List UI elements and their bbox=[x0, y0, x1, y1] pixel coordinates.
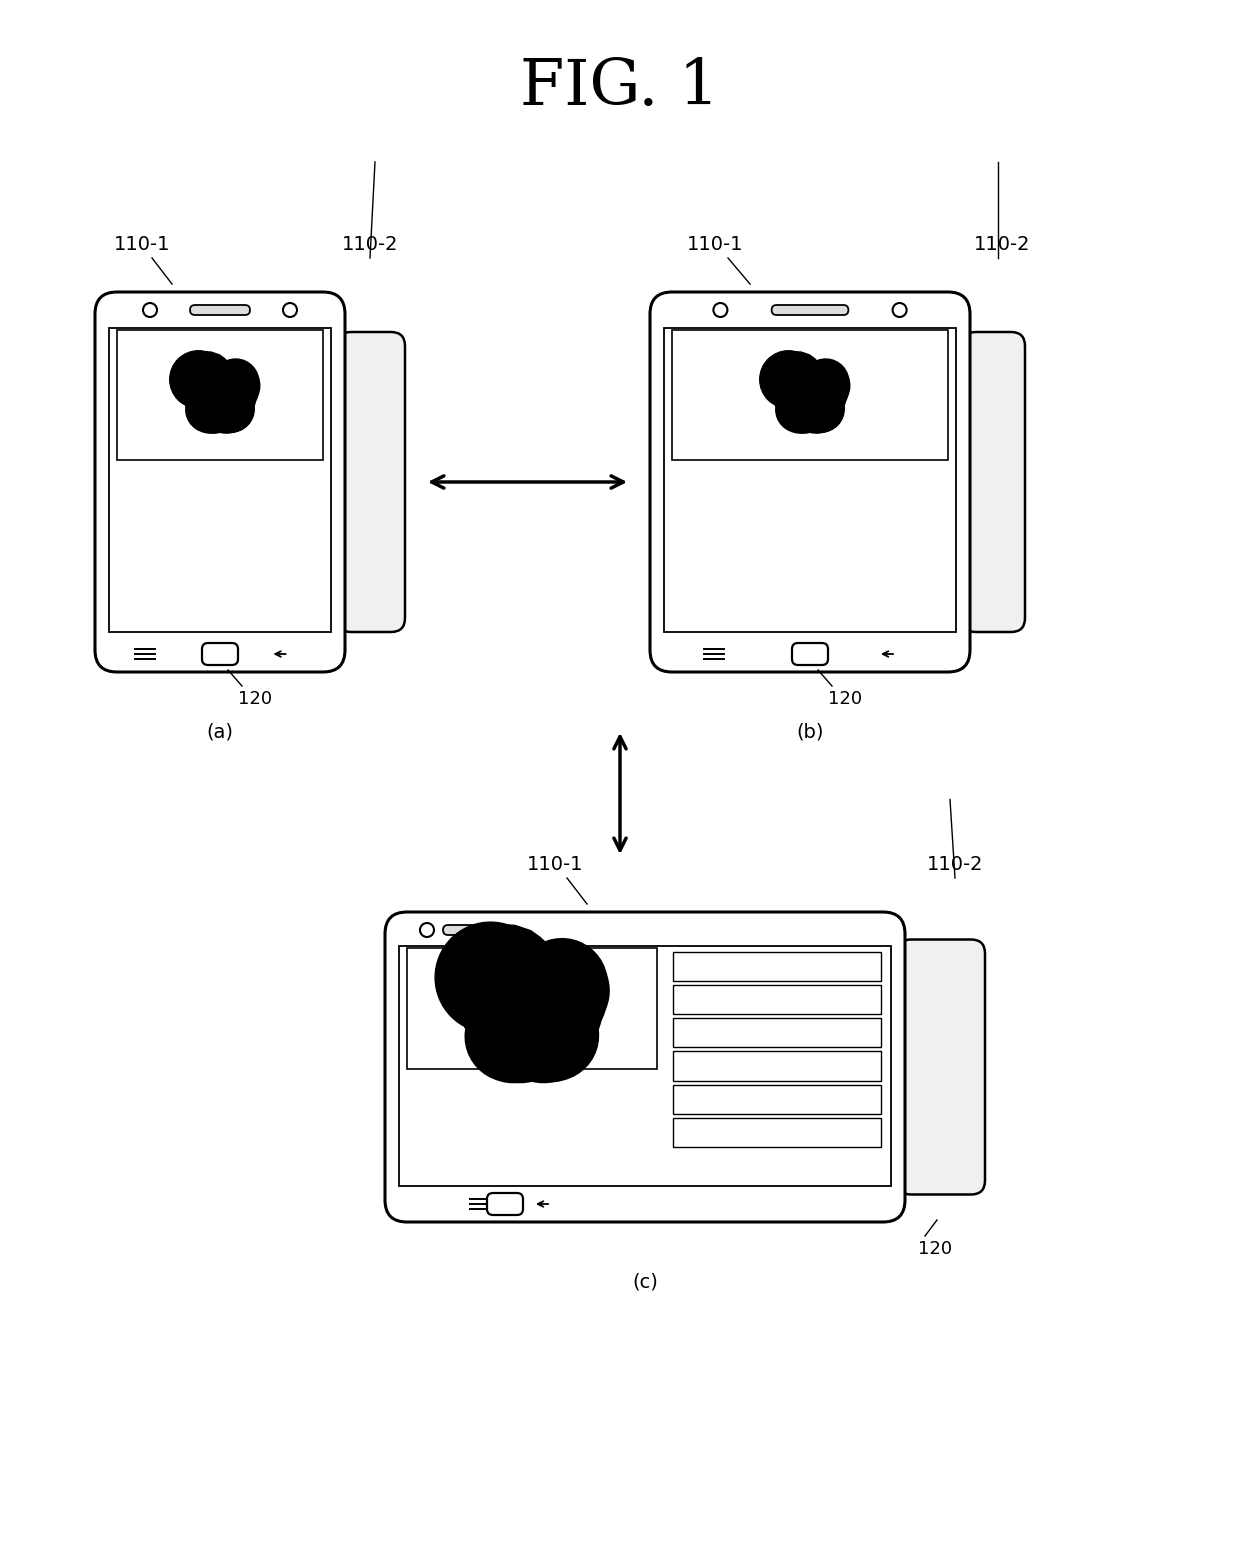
Text: 110-2: 110-2 bbox=[975, 235, 1030, 254]
Bar bbox=[663, 328, 956, 633]
FancyBboxPatch shape bbox=[95, 292, 345, 671]
Text: 110-1: 110-1 bbox=[527, 855, 583, 874]
FancyBboxPatch shape bbox=[771, 305, 848, 316]
Bar bbox=[407, 948, 657, 1069]
Bar bbox=[672, 1052, 880, 1080]
FancyBboxPatch shape bbox=[487, 1193, 523, 1214]
FancyBboxPatch shape bbox=[897, 939, 985, 1194]
Bar bbox=[109, 328, 331, 633]
Bar bbox=[672, 985, 880, 1015]
Text: 110-1: 110-1 bbox=[114, 235, 170, 254]
FancyBboxPatch shape bbox=[202, 644, 238, 665]
Text: 120: 120 bbox=[238, 690, 272, 709]
Bar bbox=[672, 330, 949, 459]
Text: (b): (b) bbox=[796, 722, 823, 741]
Bar bbox=[117, 330, 322, 459]
Text: (c): (c) bbox=[632, 1272, 658, 1292]
Text: 110-2: 110-2 bbox=[926, 855, 983, 874]
FancyBboxPatch shape bbox=[792, 644, 828, 665]
FancyBboxPatch shape bbox=[384, 913, 905, 1222]
Text: 110-1: 110-1 bbox=[687, 235, 743, 254]
FancyBboxPatch shape bbox=[337, 333, 405, 633]
FancyBboxPatch shape bbox=[650, 292, 970, 671]
Bar bbox=[672, 951, 880, 981]
Text: 120: 120 bbox=[918, 1241, 952, 1258]
Text: 110-2: 110-2 bbox=[342, 235, 398, 254]
FancyBboxPatch shape bbox=[962, 333, 1025, 633]
FancyBboxPatch shape bbox=[443, 925, 487, 934]
Bar bbox=[399, 947, 892, 1187]
FancyBboxPatch shape bbox=[190, 305, 250, 316]
Text: FIG. 1: FIG. 1 bbox=[521, 57, 719, 118]
Text: 120: 120 bbox=[828, 690, 862, 709]
Bar bbox=[672, 1084, 880, 1114]
Bar bbox=[672, 1018, 880, 1047]
Bar bbox=[672, 1118, 880, 1146]
Text: (a): (a) bbox=[207, 722, 233, 741]
